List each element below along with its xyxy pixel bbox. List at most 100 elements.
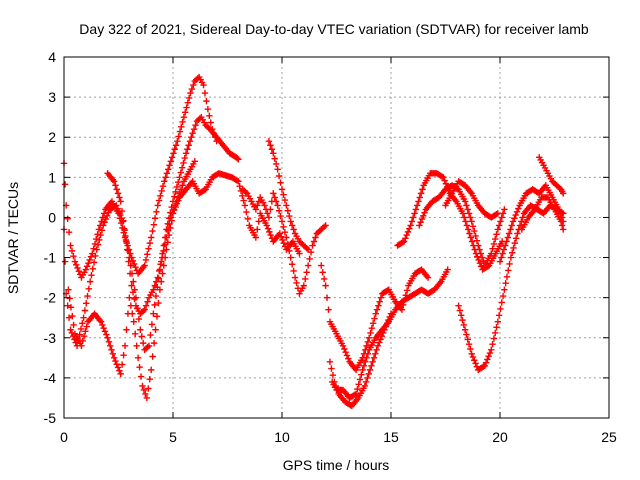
data-point bbox=[188, 85, 196, 93]
data-point bbox=[252, 206, 260, 213]
series-13 bbox=[496, 182, 567, 265]
data-point bbox=[271, 194, 278, 201]
data-point bbox=[290, 226, 297, 233]
data-point bbox=[504, 234, 512, 241]
data-point bbox=[498, 299, 505, 306]
data-point bbox=[281, 196, 289, 204]
data-point bbox=[418, 215, 426, 223]
data-point bbox=[173, 198, 180, 205]
data-point bbox=[191, 158, 198, 165]
data-point bbox=[369, 320, 377, 327]
data-point bbox=[459, 210, 467, 217]
x-axis-label: GPS time / hours bbox=[283, 457, 390, 473]
data-point bbox=[139, 382, 146, 390]
data-point bbox=[364, 338, 372, 345]
data-point bbox=[469, 353, 477, 361]
data-point bbox=[408, 218, 416, 225]
data-point bbox=[64, 302, 71, 309]
data-point bbox=[153, 313, 161, 320]
data-point bbox=[100, 222, 107, 229]
data-point bbox=[492, 235, 499, 243]
data-point bbox=[164, 227, 172, 235]
data-point bbox=[261, 202, 268, 209]
data-point bbox=[166, 162, 173, 169]
data-point bbox=[83, 300, 90, 307]
data-point bbox=[97, 231, 104, 239]
data-point bbox=[190, 81, 197, 89]
data-point bbox=[507, 226, 514, 233]
series-3 bbox=[104, 158, 198, 317]
data-point bbox=[399, 239, 406, 246]
data-point bbox=[140, 339, 147, 347]
data-point bbox=[76, 331, 83, 338]
x-tick-label: 0 bbox=[60, 429, 68, 445]
data-point bbox=[480, 363, 487, 370]
data-point bbox=[514, 230, 521, 237]
data-point bbox=[94, 231, 101, 238]
series-15 bbox=[536, 154, 567, 197]
data-point bbox=[61, 181, 69, 188]
data-point bbox=[377, 294, 385, 301]
data-point bbox=[121, 342, 129, 349]
data-point bbox=[302, 275, 309, 283]
data-point bbox=[278, 186, 286, 193]
data-point bbox=[132, 263, 139, 271]
axis-ticks bbox=[63, 56, 610, 419]
data-point bbox=[121, 227, 128, 234]
data-point bbox=[114, 190, 122, 197]
data-point bbox=[150, 221, 158, 228]
data-point bbox=[499, 292, 507, 300]
data-point bbox=[343, 352, 351, 359]
data-point bbox=[416, 222, 423, 229]
data-point bbox=[131, 295, 138, 303]
data-point bbox=[93, 246, 100, 253]
data-point bbox=[424, 274, 432, 281]
data-point bbox=[264, 225, 272, 232]
data-point bbox=[151, 301, 158, 309]
data-point bbox=[494, 318, 502, 325]
data-point bbox=[182, 109, 189, 116]
data-point bbox=[188, 134, 195, 141]
data-point bbox=[80, 314, 87, 321]
data-point bbox=[272, 160, 280, 168]
data-point bbox=[126, 294, 133, 301]
data-point bbox=[319, 269, 326, 276]
data-point bbox=[155, 299, 162, 307]
data-point bbox=[113, 202, 120, 209]
data-point bbox=[152, 292, 160, 300]
data-point bbox=[403, 231, 410, 239]
data-point bbox=[70, 321, 77, 329]
data-point bbox=[463, 331, 470, 338]
data-point bbox=[493, 231, 500, 238]
data-point bbox=[133, 342, 140, 349]
data-point bbox=[81, 307, 89, 314]
data-point bbox=[73, 261, 80, 268]
data-point bbox=[502, 242, 509, 249]
data-point bbox=[468, 218, 475, 225]
data-point bbox=[122, 236, 130, 244]
data-point bbox=[129, 289, 137, 296]
data-point bbox=[288, 222, 296, 229]
plot-frame bbox=[63, 56, 610, 419]
data-point bbox=[116, 194, 123, 201]
data-point bbox=[175, 133, 182, 140]
data-point bbox=[310, 238, 318, 245]
data-point bbox=[61, 258, 69, 265]
data-point bbox=[415, 198, 422, 205]
data-point bbox=[102, 215, 110, 223]
data-point bbox=[369, 358, 376, 366]
data-point bbox=[92, 252, 99, 260]
data-point bbox=[304, 262, 312, 269]
y-tick-label: 3 bbox=[48, 89, 56, 105]
data-point bbox=[235, 178, 242, 185]
data-point bbox=[466, 230, 473, 237]
data-point bbox=[376, 339, 383, 346]
data-point bbox=[153, 278, 160, 285]
data-point bbox=[85, 259, 92, 267]
data-point bbox=[473, 237, 481, 244]
data-point bbox=[65, 286, 72, 293]
data-point bbox=[154, 274, 161, 281]
data-point bbox=[130, 318, 137, 325]
data-point bbox=[411, 210, 418, 217]
data-point bbox=[509, 218, 517, 225]
